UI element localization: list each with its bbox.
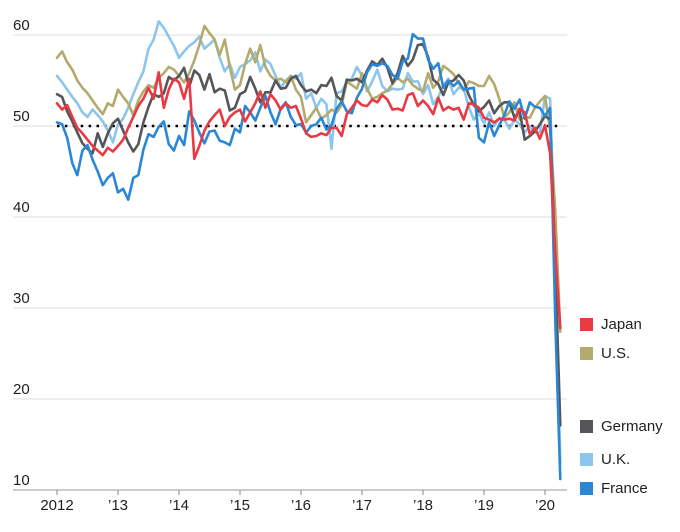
series-line-japan — [55, 71, 562, 330]
y-axis-label-20: 20 — [13, 381, 30, 398]
series-line-france — [55, 32, 562, 481]
germany-swatch-icon — [580, 420, 593, 433]
japan-swatch-icon — [580, 318, 593, 331]
y-axis-label-60: 60 — [13, 17, 30, 34]
uk-swatch-icon — [580, 453, 593, 466]
legend-item-uk: U.K. — [580, 452, 630, 467]
x-axis-label-2: ’14 — [169, 497, 189, 514]
legend-item-germany: Germany — [580, 419, 663, 434]
legend-label-japan: Japan — [601, 316, 642, 333]
legend-label-france: France — [601, 480, 648, 497]
x-axis-label-5: ’17 — [352, 497, 372, 514]
x-axis-label-8: ’20 — [535, 497, 555, 514]
us-swatch-icon — [580, 347, 593, 360]
y-axis-label-30: 30 — [13, 290, 30, 307]
x-axis-label-3: ’15 — [230, 497, 250, 514]
france-swatch-icon — [580, 482, 593, 495]
x-axis-label-4: ’16 — [291, 497, 311, 514]
y-axis-label-40: 40 — [13, 199, 30, 216]
series-line-uk — [55, 20, 562, 465]
legend-label-germany: Germany — [601, 418, 663, 435]
x-axis-label-7: ’19 — [474, 497, 494, 514]
x-axis-label-6: ’18 — [413, 497, 433, 514]
x-axis-label-1: ’13 — [108, 497, 128, 514]
legend-label-uk: U.K. — [601, 451, 631, 468]
series-line-us — [55, 24, 562, 334]
y-axis-label-10: 10 — [13, 472, 30, 489]
y-axis-label-50: 50 — [13, 108, 30, 125]
legend-item-france: France — [580, 481, 648, 496]
legend-label-us: U.S. — [601, 345, 631, 362]
legend-item-us: U.S. — [580, 346, 630, 361]
legend-item-japan: Japan — [580, 317, 642, 332]
series-line-germany — [55, 42, 562, 427]
x-axis-label-0: 2012 — [40, 497, 73, 514]
